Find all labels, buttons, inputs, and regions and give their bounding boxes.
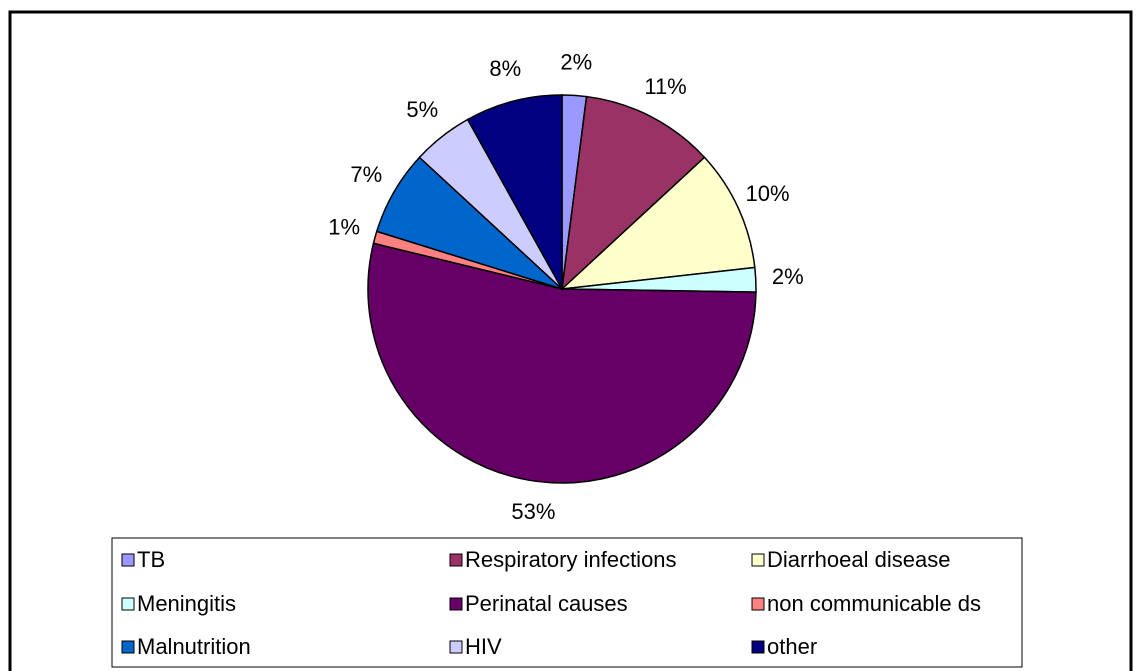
data-label: 1% [328, 215, 360, 240]
legend-label: HIV [465, 634, 502, 659]
data-label: 5% [406, 97, 438, 122]
legend-swatch [751, 640, 765, 654]
data-label: 8% [489, 56, 521, 81]
pie-slice [466, 94, 563, 292]
legend-swatch [751, 553, 765, 567]
pie-slice [559, 156, 756, 290]
legend-label: Diarrhoeal disease [767, 547, 950, 572]
legend-swatch [751, 597, 765, 611]
data-label: 53% [511, 499, 555, 524]
legend-swatch [449, 640, 463, 654]
data-label: 2% [772, 264, 804, 289]
legend-label: Meningitis [137, 591, 236, 616]
legend-box [111, 537, 1023, 668]
pie-slice [367, 242, 757, 484]
pie-slice [560, 95, 706, 291]
legend-label: TB [137, 547, 165, 572]
legend-swatch [121, 553, 135, 567]
data-label: 2% [560, 49, 592, 74]
legend-label: Respiratory infections [465, 547, 677, 572]
data-label: 10% [746, 181, 790, 206]
legend-swatch [121, 640, 135, 654]
legend-label: other [767, 634, 817, 659]
data-label: 11% [644, 74, 686, 99]
legend-swatch [449, 553, 463, 567]
legend-swatch [449, 597, 463, 611]
legend-swatch [121, 597, 135, 611]
legend-label: Perinatal causes [465, 591, 628, 616]
legend-label: Malnutrition [137, 634, 251, 659]
data-label: 7% [350, 162, 382, 187]
legend-label: non communicable ds [767, 591, 981, 616]
